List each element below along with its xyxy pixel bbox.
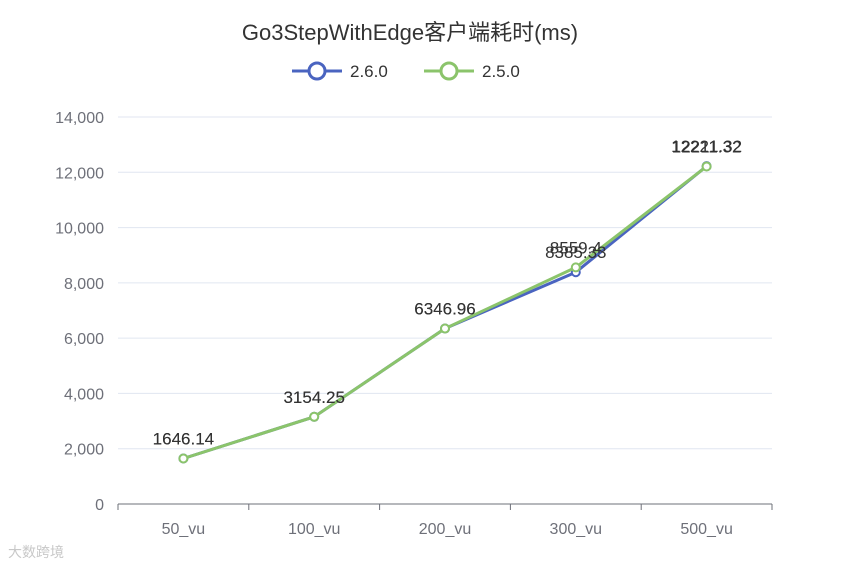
x-tick-label: 200_vu	[419, 521, 472, 538]
x-tick-label: 500_vu	[680, 521, 733, 538]
legend-label: 2.6.0	[350, 62, 388, 81]
y-tick-label: 4,000	[64, 386, 104, 403]
x-tick-label: 300_vu	[550, 521, 603, 538]
y-tick-label: 0	[95, 497, 104, 514]
y-tick-label: 8,000	[64, 276, 104, 293]
data-label: 3154.25	[283, 388, 344, 407]
y-tick-label: 14,000	[55, 110, 104, 127]
legend: 2.6.0 2.5.0	[292, 61, 520, 81]
watermark: 大数跨境	[8, 545, 64, 561]
series-group	[178, 161, 712, 464]
grid	[118, 116, 772, 450]
data-point	[178, 453, 189, 464]
legend-label: 2.5.0	[482, 62, 520, 81]
data-label: 3154.25	[283, 388, 344, 407]
data-label: 1646.14	[153, 429, 214, 448]
data-label: 8385.33	[545, 243, 606, 262]
data-label: 8559.4	[550, 238, 602, 257]
data-point	[701, 161, 712, 172]
x-tick-label: 100_vu	[288, 521, 341, 538]
legend-marker-icon	[439, 61, 459, 81]
data-point	[309, 411, 320, 422]
y-tick-label: 10,000	[55, 221, 104, 238]
y-tick-label: 6,000	[64, 331, 104, 348]
data-label: 6346.96	[414, 300, 475, 319]
y-tick-label: 12,000	[55, 165, 104, 182]
y-axis: 0 2,000 4,000 6,000 8,000 10,000 12,000 14,000	[55, 110, 104, 514]
data-label: 12211.32	[672, 137, 742, 156]
x-tick-label: 50_vu	[162, 521, 206, 538]
legend-marker-icon	[307, 61, 327, 81]
data-label: 12221.32	[671, 137, 742, 156]
y-tick-label: 2,000	[64, 442, 104, 459]
data-labels: 1646.143154.256346.968385.3312221.321646…	[153, 137, 742, 448]
data-point	[570, 262, 581, 273]
data-label: 1646.14	[153, 429, 214, 448]
data-point	[440, 323, 450, 334]
chart-title: Go3StepWithEdge客户端耗时(ms)	[242, 20, 578, 45]
data-label: 6346.96	[414, 300, 475, 319]
x-axis: 50_vu 100_vu 200_vu 300_vu 500_vu	[117, 503, 773, 538]
